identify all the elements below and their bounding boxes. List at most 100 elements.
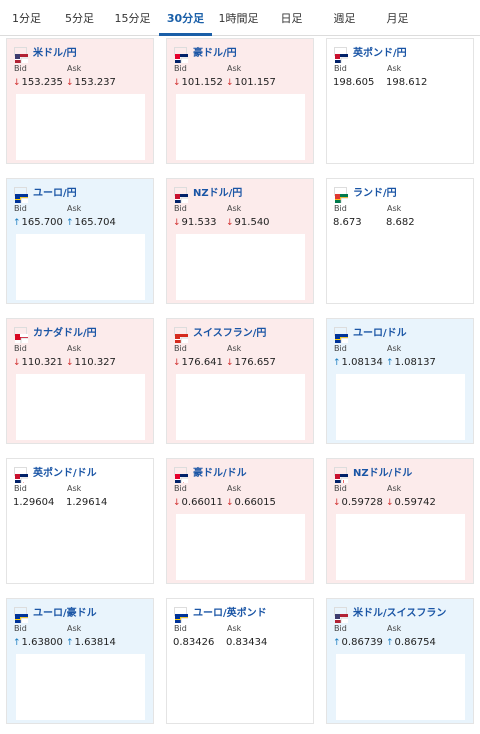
bid-label: Bid (334, 624, 347, 633)
price-chart[interactable] (336, 514, 465, 580)
bid-value: ↑0.86739 (333, 637, 383, 648)
currency-pair-name[interactable]: ランド/円 (353, 187, 397, 199)
bid-label: Bid (14, 484, 27, 493)
ask-label: Ask (227, 484, 242, 493)
bid-label: Bid (334, 204, 347, 213)
price-chart[interactable] (176, 234, 305, 300)
ask-label: Ask (387, 204, 402, 213)
flag-icon: 8.78.658.64:3011:3017:30 (334, 186, 459, 260)
tab-timeframe[interactable]: 1分足 (12, 12, 41, 25)
currency-pair-name[interactable]: 米ドル/円 (33, 47, 77, 59)
currency-pair-name[interactable]: 英ポンド/ドル (33, 467, 97, 479)
down-arrow-icon: ↓ (173, 78, 181, 88)
ask-label: Ask (227, 624, 242, 633)
flag-icon: 0.60.5980.5964:3011:3017:30 (334, 466, 462, 540)
ask-label: Ask (387, 484, 402, 493)
ask-value: ↑165.704 (66, 217, 116, 228)
currency-card[interactable]: 0.8340.8330.8324:3011:3017:30 ユーロ/英ポンド B… (166, 598, 314, 724)
currency-card[interactable]: 91.891.691.491.2914:3011:3017:30 NZドル/円 … (166, 178, 314, 304)
tab-timeframe[interactable]: 1時間足 (218, 12, 259, 25)
down-arrow-icon: ↓ (333, 498, 341, 508)
tab-timeframe[interactable]: 15分足 (114, 12, 151, 25)
ask-value: ↑1.08137 (386, 357, 436, 368)
ask-label: Ask (227, 204, 242, 213)
currency-pair-name[interactable]: ユーロ/英ポンド (193, 607, 267, 619)
price-chart[interactable] (336, 654, 465, 720)
plot-frame (20, 57, 125, 108)
bid-value: ↓110.321 (13, 357, 63, 368)
currency-card[interactable]: 1.0821.084:3011:3017:30 ユーロ/ドル Bid Ask ↑… (326, 318, 474, 444)
ask-value: ↓0.59742 (386, 497, 436, 508)
flag-icon: 1.6381.6361.6341.6324:3011:3017:30 (14, 606, 142, 680)
price-chart[interactable] (16, 654, 145, 720)
bid-label: Bid (334, 344, 347, 353)
currency-card[interactable]: 166165.5165164.54:3011:3017:30 ユーロ/円 Bid… (6, 178, 154, 304)
currency-pair-name[interactable]: 英ポンド/円 (353, 47, 407, 59)
currency-card[interactable]: 110.5110109.54:3011:3017:30 カナダドル/円 Bid … (6, 318, 154, 444)
bid-label: Bid (174, 484, 187, 493)
bid-value: ↓176.641 (173, 357, 223, 368)
currency-card[interactable]: 0.6620.660.6584:3011:3017:30 豪ドル/ドル Bid … (166, 458, 314, 584)
card-header: 0.60.5980.5964:3011:3017:30 NZドル/ドル (334, 464, 462, 540)
flag-icon: 0.870.8680.8664:3011:3017:30 (334, 606, 462, 680)
price-chart[interactable] (16, 374, 145, 440)
flag-icon: 0.6620.660.6584:3011:3017:30 (174, 466, 302, 540)
up-arrow-icon: ↑ (13, 638, 21, 648)
plot-frame (340, 197, 445, 248)
currency-pair-name[interactable]: スイスフラン/円 (193, 327, 267, 339)
currency-pair-name[interactable]: ユーロ/円 (33, 187, 77, 199)
currency-pair-name[interactable]: 米ドル/スイスフラン (353, 607, 447, 619)
currency-card[interactable]: 101.5101100.54:3011:3017:30 豪ドル/円 Bid As… (166, 38, 314, 164)
ask-label: Ask (67, 484, 82, 493)
price-chart[interactable] (16, 234, 145, 300)
bid-label: Bid (174, 344, 187, 353)
currency-card[interactable]: 176.5176175.54:3011:3017:30 スイスフラン/円 Bid… (166, 318, 314, 444)
currency-card[interactable]: 1991984:3011:3017:30 英ポンド/円 Bid Ask 198.… (326, 38, 474, 164)
currency-card[interactable]: 0.870.8680.8664:3011:3017:30 米ドル/スイスフラン … (326, 598, 474, 724)
price-chart[interactable] (16, 514, 145, 580)
currency-pair-name[interactable]: 豪ドル/円 (193, 47, 237, 59)
flag-icon: 166165.5165164.54:3011:3017:30 (14, 186, 142, 260)
ask-label: Ask (67, 204, 82, 213)
tab-timeframe[interactable]: 30分足 (159, 0, 212, 36)
down-arrow-icon: ↓ (226, 498, 234, 508)
down-arrow-icon: ↓ (173, 218, 181, 228)
tab-timeframe[interactable]: 5分足 (65, 12, 94, 25)
currency-card[interactable]: 1.2981.2961.2944:3011:3017:30 英ポンド/ドル Bi… (6, 458, 154, 584)
currency-pair-name[interactable]: 豪ドル/ドル (193, 467, 247, 479)
ask-label: Ask (67, 624, 82, 633)
price-chart[interactable] (176, 514, 305, 580)
currency-pair-name[interactable]: ユーロ/ドル (353, 327, 407, 339)
price-chart[interactable] (176, 654, 305, 720)
up-arrow-icon: ↑ (386, 638, 394, 648)
tab-timeframe[interactable]: 週足 (333, 12, 356, 25)
price-chart[interactable] (176, 374, 305, 440)
currency-pair-name[interactable]: NZドル/円 (193, 187, 243, 199)
currency-pair-name[interactable]: カナダドル/円 (33, 327, 97, 339)
bid-label: Bid (174, 204, 187, 213)
price-chart[interactable] (336, 94, 465, 160)
price-chart[interactable] (336, 374, 465, 440)
bid-value: ↓101.152 (173, 77, 223, 88)
flag-icon: 110.5110109.54:3011:3017:30 (14, 326, 142, 400)
currency-card[interactable]: 1.6381.6361.6341.6324:3011:3017:30 ユーロ/豪… (6, 598, 154, 724)
ask-value: ↓176.657 (226, 357, 276, 368)
currency-pair-name[interactable]: ユーロ/豪ドル (33, 607, 97, 619)
plot-frame (180, 477, 285, 528)
ask-label: Ask (387, 64, 402, 73)
bid-value: 1.29604 (13, 497, 55, 508)
price-chart[interactable] (176, 94, 305, 160)
tab-timeframe[interactable]: 日足 (280, 12, 303, 25)
down-arrow-icon: ↓ (66, 358, 74, 368)
price-chart[interactable] (336, 234, 465, 300)
currency-card[interactable]: 8.78.658.64:3011:3017:30 ランド/円 Bid Ask 8… (326, 178, 474, 304)
plot-frame (180, 617, 285, 668)
currency-card[interactable]: 153.5153152.51524:3011:3017:30 米ドル/円 Bid… (6, 38, 154, 164)
down-arrow-icon: ↓ (173, 358, 181, 368)
ask-value: ↑1.63814 (66, 637, 116, 648)
currency-card[interactable]: 0.60.5980.5964:3011:3017:30 NZドル/ドル Bid … (326, 458, 474, 584)
flag-icon: 176.5176175.54:3011:3017:30 (174, 326, 302, 400)
tab-timeframe[interactable]: 月足 (386, 12, 409, 25)
price-chart[interactable] (16, 94, 145, 160)
currency-pair-name[interactable]: NZドル/ドル (353, 467, 413, 479)
